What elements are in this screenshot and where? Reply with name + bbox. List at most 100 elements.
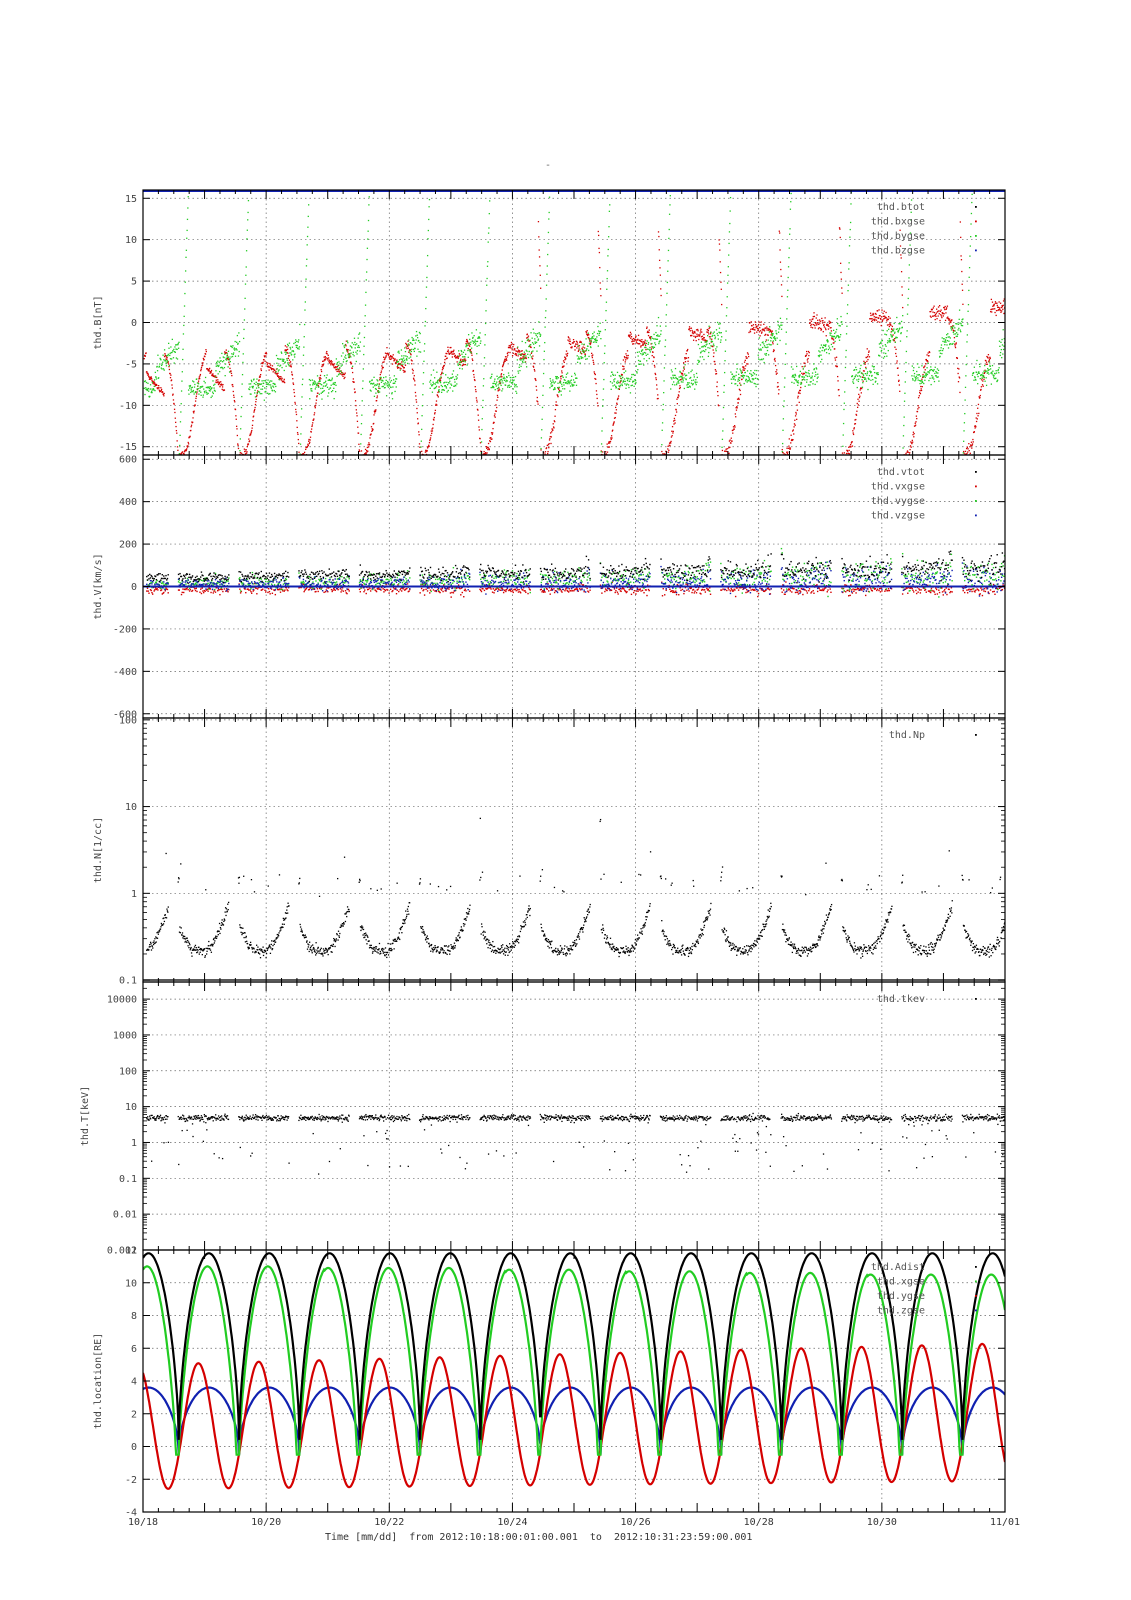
panel-5-y-ticks: -4 -2 0 2 4 6 8 10 12 xyxy=(125,1246,1005,1519)
panel-2-y-label: thd.V[km/s] xyxy=(93,553,104,619)
y-tick-label: 12 xyxy=(125,1246,137,1257)
legend-swatch xyxy=(975,220,977,223)
panel-3-y-ticks: 0.1 1 10 100 xyxy=(119,715,1005,987)
y-tick-label: 1 xyxy=(131,889,137,900)
x-axis-label: Time [mm/dd] from 2012:10:18:00:01:00.00… xyxy=(325,1532,753,1543)
y-tick-label: 0.001 xyxy=(107,1246,137,1257)
panel-1: -15 -10 -5 0 5 10 15 thd.B[nT] thd.btot thd.bxgse… xyxy=(93,189,1006,456)
y-tick-label: -10 xyxy=(119,401,137,412)
y-tick-label: 400 xyxy=(119,497,137,508)
y-tick-label: -200 xyxy=(113,624,137,635)
y-tick-label: 200 xyxy=(119,540,137,551)
legend-entry: thd.vzgse xyxy=(871,511,925,522)
legend-entry: thd.bygse xyxy=(871,231,925,242)
series-thd-bygse xyxy=(143,190,1005,455)
y-tick-label: 0 xyxy=(131,1442,137,1453)
legend-entry: thd.xgse xyxy=(877,1277,925,1288)
x-tick-label: 10/24 xyxy=(497,1517,527,1528)
y-tick-label: 1000 xyxy=(113,1030,137,1041)
series-thd-zgse xyxy=(143,1386,1005,1455)
panel-5-frame xyxy=(142,1249,1006,1513)
legend-swatch xyxy=(975,206,977,208)
series-thd-ygse xyxy=(143,1342,1005,1490)
legend-entry: thd.vtot xyxy=(877,467,925,478)
y-tick-label: -400 xyxy=(113,667,137,678)
legend-swatch xyxy=(975,249,977,252)
y-tick-label: 0 xyxy=(131,318,137,329)
series-thd-vzgse-points xyxy=(146,561,1005,597)
legend-swatch xyxy=(975,514,977,517)
y-tick-label: 4 xyxy=(131,1377,137,1388)
legend-swatch xyxy=(975,471,977,473)
panel-1-frame xyxy=(142,189,1006,456)
panel-4: 0.001 0.01 0.1 1 10 100 1000 10000 thd.T[keV] thd… xyxy=(80,981,1006,1257)
panel-3-grid xyxy=(143,718,1005,982)
legend-entry: thd.Adist xyxy=(871,1262,925,1273)
y-tick-label: 2 xyxy=(131,1409,137,1420)
panel-1-grid xyxy=(143,190,1005,455)
y-tick-label: 1 xyxy=(131,1138,137,1149)
series-thd-np xyxy=(146,817,1005,959)
x-tick-label: 10/20 xyxy=(251,1517,281,1528)
panel-5-marks xyxy=(143,1252,1005,1490)
panel-1-y-ticks: -15 -10 -5 0 5 10 15 xyxy=(119,194,1005,453)
x-tick-labels: 10/18 10/20 10/22 10/24 10/26 10/28 10/30 11/01 xyxy=(128,1517,1020,1528)
panel-1-x-ticks xyxy=(142,190,1006,455)
figure-title: - xyxy=(545,160,552,171)
y-tick-label: 8 xyxy=(131,1311,137,1322)
legend-swatch xyxy=(975,500,977,502)
panel-1-legend: thd.btot thd.bxgse thd.bygse thd.bzgse xyxy=(871,202,977,257)
y-tick-label: 100 xyxy=(119,1066,137,1077)
legend-swatch xyxy=(975,1266,977,1268)
panel-3-x-ticks xyxy=(142,718,1006,982)
y-tick-label: 10 xyxy=(125,235,137,246)
y-tick-label: -2 xyxy=(125,1475,137,1486)
legend-swatch xyxy=(975,485,977,488)
legend-entry: thd.vxgse xyxy=(871,482,925,493)
panel-5-legend: thd.Adist thd.xgse thd.ygse thd.zgse xyxy=(871,1262,977,1317)
panel-2-marks xyxy=(143,547,1005,598)
y-tick-label: 5 xyxy=(131,277,137,288)
y-tick-label: 10000 xyxy=(107,995,137,1006)
panel-4-y-label: thd.T[keV] xyxy=(80,1086,91,1146)
legend-entry: thd.bzgse xyxy=(871,246,925,257)
y-tick-label: 600 xyxy=(119,455,137,466)
y-tick-label: 10 xyxy=(125,802,137,813)
panel-1-y-label: thd.B[nT] xyxy=(93,295,104,349)
y-tick-label: 10 xyxy=(125,1102,137,1113)
legend-entry: thd.btot xyxy=(877,202,925,213)
series-thd-bxgse xyxy=(143,220,1005,455)
panel-4-y-ticks: 0.001 0.01 0.1 1 10 100 1000 10000 xyxy=(107,981,1005,1257)
series-thd-xgse xyxy=(143,1265,1005,1456)
panel-5-x-ticks xyxy=(142,1250,1006,1512)
panel-3: 0.1 1 10 100 thd.N[1/cc] thd.Np xyxy=(93,715,1006,987)
y-tick-label: 100 xyxy=(119,715,137,726)
legend-entry: thd.vygse xyxy=(871,496,925,507)
panel-4-x-ticks xyxy=(142,982,1006,1250)
panel-5-y-label: thd.location[RE] xyxy=(93,1333,104,1429)
panel-2-y-ticks: -600 -400 -200 0 200 400 600 xyxy=(113,455,1005,720)
y-tick-label: -4 xyxy=(125,1508,137,1519)
legend-entry: thd.bxgse xyxy=(871,217,925,228)
legend-entry: thd.Np xyxy=(889,730,925,741)
x-tick-label: 10/28 xyxy=(744,1517,774,1528)
y-tick-label: -600 xyxy=(113,709,137,720)
series-thd-tkev xyxy=(146,1112,1005,1175)
panel-5: -4-2024681012thd.location[RE]thd.Adistth… xyxy=(93,1246,1006,1519)
y-tick-label: 0.01 xyxy=(113,1210,137,1221)
legend-swatch xyxy=(975,734,977,736)
legend-entry: thd.tkev xyxy=(877,994,925,1005)
legend-swatch xyxy=(975,1295,977,1297)
legend-entry: thd.ygse xyxy=(877,1291,925,1302)
x-tick-label: 10/22 xyxy=(374,1517,404,1528)
x-tick-label: 10/18 xyxy=(128,1517,158,1528)
panel-2: -600 -400 -200 0 200 400 600 thd.V[km/s] thd.vto… xyxy=(93,454,1006,720)
legend-swatch xyxy=(975,1280,977,1283)
y-tick-label: 15 xyxy=(125,194,137,205)
panel-3-y-label: thd.N[1/cc] xyxy=(93,817,104,883)
legend-swatch xyxy=(975,235,977,237)
panel-5-grid xyxy=(143,1250,1005,1512)
y-tick-label: 0.1 xyxy=(119,1174,137,1185)
panel-2-legend: thd.vtot thd.vxgse thd.vygse thd.vzgse xyxy=(871,467,977,522)
